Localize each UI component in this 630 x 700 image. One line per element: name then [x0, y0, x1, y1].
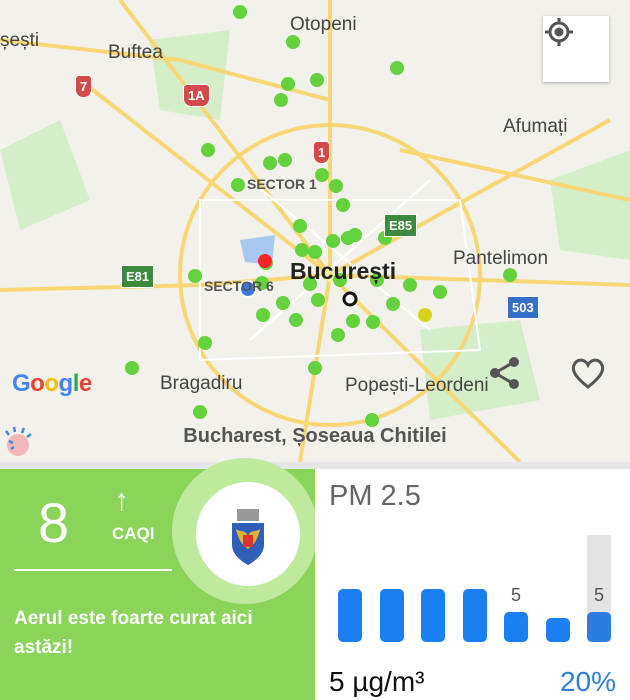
station-marker[interactable] — [256, 308, 270, 322]
pollutant-name: PM 2.5 — [329, 480, 421, 512]
station-marker[interactable] — [293, 219, 307, 233]
station-marker[interactable] — [329, 179, 343, 193]
bar-label: 5 — [593, 585, 604, 606]
road-shield: 503 — [507, 296, 539, 319]
station-marker[interactable] — [281, 77, 295, 91]
bar[interactable] — [545, 618, 570, 642]
map-label: SECTOR 6 — [204, 278, 274, 294]
station-marker[interactable] — [311, 293, 325, 307]
station-marker[interactable] — [303, 277, 317, 291]
station-marker[interactable] — [278, 153, 292, 167]
station-marker[interactable] — [310, 73, 324, 87]
share-icon[interactable] — [487, 355, 523, 391]
bar[interactable] — [338, 588, 362, 642]
station-marker[interactable] — [390, 61, 404, 75]
station-marker[interactable] — [263, 156, 277, 170]
map-label: Popești-Leordeni — [345, 375, 489, 396]
station-marker[interactable] — [336, 198, 350, 212]
map-label: Bragadiru — [160, 373, 243, 394]
bar[interactable] — [462, 588, 487, 642]
station-marker[interactable] — [289, 313, 303, 327]
trend-up-icon: ↑ — [114, 484, 129, 517]
station-marker[interactable] — [365, 413, 379, 427]
station-marker[interactable] — [125, 361, 139, 375]
bar[interactable] — [587, 612, 611, 642]
my-location-dot — [239, 280, 257, 298]
station-marker[interactable] — [188, 269, 202, 283]
station-marker[interactable] — [308, 245, 322, 259]
map-label: Otopeni — [290, 14, 357, 35]
bar[interactable] — [379, 588, 404, 642]
map-roads — [0, 0, 630, 462]
bar[interactable] — [421, 588, 445, 642]
pollutant-value: 5 µg/m³ — [329, 666, 425, 697]
map-label: șești — [0, 30, 40, 51]
station-marker[interactable] — [370, 273, 384, 287]
pollutant-percent: 20% — [559, 666, 616, 697]
station-marker[interactable] — [503, 268, 517, 282]
road-shield: 1 — [313, 141, 331, 164]
station-marker[interactable] — [331, 328, 345, 342]
station-marker[interactable] — [198, 336, 212, 350]
coat-of-arms-icon — [232, 509, 264, 565]
map-label: Buftea — [108, 42, 163, 63]
station-marker[interactable] — [366, 315, 380, 329]
station-name: Bucharest, Șoseaua Chitilei — [183, 425, 447, 447]
divider — [14, 569, 172, 571]
road-shield: 7 — [75, 75, 93, 98]
heart-icon[interactable] — [570, 356, 606, 390]
map-label: SECTOR 1 — [247, 176, 317, 192]
map-label: București — [290, 258, 397, 284]
station-marker[interactable] — [276, 296, 290, 310]
station-marker[interactable] — [315, 168, 329, 182]
my-location-icon — [545, 18, 573, 46]
station-marker[interactable] — [346, 314, 360, 328]
station-marker[interactable] — [231, 178, 245, 192]
station-header[interactable]: Bucharest, Șoseaua Chitilei — [0, 425, 630, 456]
aqi-message: Aerul este foarte curat aici astăzi! — [14, 608, 253, 658]
station-marker[interactable] — [348, 228, 362, 242]
station-marker[interactable] — [193, 405, 207, 419]
station-marker[interactable] — [233, 5, 247, 19]
road-shield: E85 — [384, 214, 418, 237]
station-marker[interactable] — [295, 243, 309, 257]
station-marker[interactable] — [433, 285, 447, 299]
map-label: Afumați — [503, 116, 568, 137]
station-marker[interactable] — [403, 278, 417, 292]
map-label: Pantelimon — [453, 248, 549, 269]
divider — [0, 462, 630, 469]
road-shield: 1A — [183, 84, 210, 107]
aqi-index-label: CAQI — [112, 524, 155, 543]
station-logo-icon — [5, 426, 32, 456]
selected-station-marker — [342, 291, 358, 307]
bar[interactable] — [504, 612, 528, 642]
city-logo — [196, 482, 300, 586]
station-marker[interactable] — [308, 361, 322, 375]
station-marker[interactable] — [333, 273, 347, 287]
station-marker — [258, 254, 272, 268]
aqi-value: 8 — [38, 491, 70, 554]
my-location-button[interactable] — [543, 16, 609, 82]
pollutant-panel[interactable] — [315, 469, 630, 700]
station-marker[interactable] — [386, 297, 400, 311]
road-shield: E81 — [121, 265, 155, 288]
station-marker[interactable] — [255, 276, 269, 290]
google-logo: Google — [12, 370, 92, 397]
station-marker[interactable] — [274, 93, 288, 107]
bar-label: 5 — [510, 585, 521, 606]
station-marker[interactable] — [418, 308, 432, 322]
station-marker[interactable] — [326, 234, 340, 248]
station-marker[interactable] — [286, 35, 300, 49]
station-marker[interactable] — [201, 143, 215, 157]
map[interactable]: șești Buftea Otopeni Afumați SECTOR 1 SE… — [0, 0, 630, 462]
